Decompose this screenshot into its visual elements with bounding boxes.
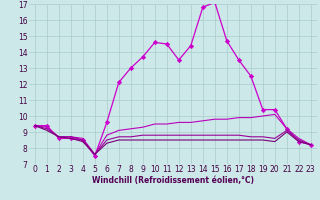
- X-axis label: Windchill (Refroidissement éolien,°C): Windchill (Refroidissement éolien,°C): [92, 176, 254, 185]
